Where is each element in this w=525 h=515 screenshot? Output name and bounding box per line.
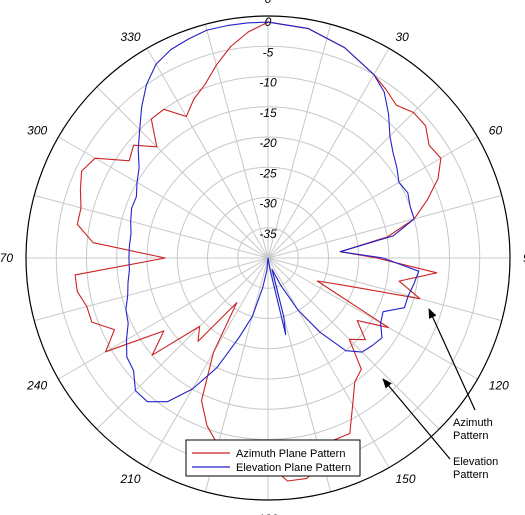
radial-tick-label: 0 xyxy=(265,15,272,29)
elevation-pattern-line xyxy=(125,21,420,403)
azimuth-annotation-arrow xyxy=(428,308,476,411)
angle-tick-label: 330 xyxy=(120,30,140,44)
radial-tick-label: -15 xyxy=(259,106,277,120)
grid-spoke xyxy=(146,257,269,468)
angle-tick-label: 210 xyxy=(119,472,140,486)
azimuth-annotation-label: Pattern xyxy=(453,430,488,442)
legend-entry-label: Azimuth Plane Pattern xyxy=(236,448,345,460)
elevation-annotation-label: Pattern xyxy=(453,469,488,481)
grid-spoke xyxy=(34,194,269,259)
grid-spoke xyxy=(34,257,269,322)
radial-tick-label: -25 xyxy=(259,166,277,180)
angle-tick-label: 30 xyxy=(396,30,410,44)
angle-tick-label: 150 xyxy=(396,472,416,486)
angle-tick-label: 180 xyxy=(258,512,278,515)
polar-grid xyxy=(25,15,511,501)
legend-box xyxy=(185,439,361,477)
angle-tick-label: 120 xyxy=(489,379,509,393)
grid-spoke xyxy=(204,24,269,259)
grid-spoke xyxy=(267,257,440,430)
radial-tick-label: -5 xyxy=(263,45,274,59)
outer-circle xyxy=(25,15,511,501)
grid-spoke xyxy=(267,257,502,322)
grid-spoke xyxy=(96,257,269,430)
angle-tick-label: 270 xyxy=(0,251,13,265)
elevation-annotation-arrow xyxy=(382,378,451,460)
legend: Azimuth Plane Pattern Elevation Plane Pat… xyxy=(185,439,361,477)
grid-spoke xyxy=(267,194,502,259)
grid-spoke xyxy=(267,86,440,259)
grid-spoke xyxy=(96,86,269,259)
legend-entry-label: Elevation Plane Pattern xyxy=(236,462,351,474)
angle-tick-label: 300 xyxy=(27,124,47,138)
grid-spoke xyxy=(267,257,478,380)
grid-spoke xyxy=(267,257,390,468)
angle-tick-label: 90 xyxy=(523,251,525,265)
grid-spoke xyxy=(146,48,269,259)
angle-tick-label: 240 xyxy=(26,379,47,393)
angle-tick-label: 60 xyxy=(489,124,503,138)
elevation-annotation-label: Elevation xyxy=(453,456,498,468)
grid-spoke xyxy=(267,48,390,259)
radial-tick-label: -20 xyxy=(259,136,277,150)
radial-tick-label: -10 xyxy=(259,76,277,90)
grid-spoke xyxy=(58,257,269,380)
plot-series xyxy=(74,21,442,482)
azimuth-pattern-line xyxy=(74,21,442,482)
radial-tick-label: -30 xyxy=(259,197,277,211)
radial-tick-label: -35 xyxy=(259,227,277,241)
angle-tick-label: 0 xyxy=(265,0,272,6)
grid-spoke xyxy=(58,136,269,259)
azimuth-annotation-label: Azimuth xyxy=(453,417,493,429)
grid-spoke xyxy=(267,24,332,259)
grid-spoke xyxy=(267,136,478,259)
